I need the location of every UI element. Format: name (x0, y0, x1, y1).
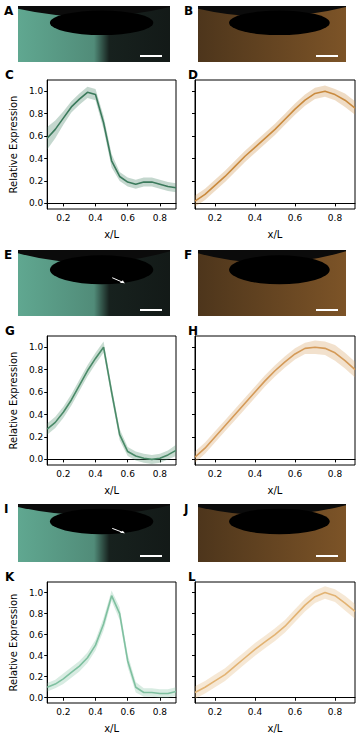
svg-text:0.4: 0.4 (29, 410, 44, 420)
svg-text:0.2: 0.2 (29, 176, 43, 186)
svg-text:0.0: 0.0 (29, 693, 44, 703)
html-text:E: E (4, 248, 13, 262)
svg-text:0.4: 0.4 (248, 469, 263, 479)
svg-text:0.8: 0.8 (153, 213, 168, 223)
svg-text:0.8: 0.8 (328, 707, 343, 717)
html-text:B: B (184, 4, 194, 18)
svg-text:Relative Expression: Relative Expression (8, 594, 19, 692)
svg-text:0.2: 0.2 (208, 707, 222, 717)
svg-text:1.0: 1.0 (29, 342, 44, 352)
svg-text:Relative Expression: Relative Expression (8, 352, 19, 450)
svg-text:0.6: 0.6 (121, 469, 136, 479)
svg-text:K: K (5, 570, 15, 584)
svg-text:Relative Expression: Relative Expression (8, 96, 19, 194)
svg-text:x/L: x/L (104, 723, 119, 734)
svg-text:0.2: 0.2 (29, 432, 43, 442)
svg-text:0.0: 0.0 (29, 198, 44, 208)
svg-text:H: H (188, 324, 198, 338)
svg-text:0.6: 0.6 (29, 131, 44, 141)
svg-text:0.6: 0.6 (288, 469, 303, 479)
svg-text:0.4: 0.4 (248, 213, 263, 223)
svg-text:0.2: 0.2 (56, 469, 70, 479)
html-text:F: F (184, 248, 193, 262)
svg-text:1.0: 1.0 (29, 588, 44, 598)
svg-text:G: G (5, 324, 15, 338)
svg-text:0.6: 0.6 (288, 707, 303, 717)
svg-text:0.4: 0.4 (29, 651, 44, 661)
svg-text:0.8: 0.8 (153, 707, 168, 717)
svg-text:0.2: 0.2 (208, 469, 222, 479)
svg-text:L: L (188, 570, 196, 584)
svg-text:0.8: 0.8 (153, 469, 168, 479)
svg-text:C: C (5, 68, 14, 82)
svg-text:x/L: x/L (268, 723, 283, 734)
svg-text:0.8: 0.8 (328, 213, 343, 223)
svg-text:0.2: 0.2 (208, 213, 222, 223)
svg-text:0.6: 0.6 (121, 213, 136, 223)
html-text:I: I (4, 502, 9, 516)
svg-text:D: D (188, 68, 198, 82)
svg-text:0.8: 0.8 (29, 365, 44, 375)
svg-text:0.0: 0.0 (29, 454, 44, 464)
svg-text:0.4: 0.4 (88, 469, 103, 479)
svg-text:0.4: 0.4 (29, 154, 44, 164)
svg-text:0.4: 0.4 (248, 707, 263, 717)
svg-text:x/L: x/L (104, 485, 119, 496)
svg-text:0.8: 0.8 (29, 109, 44, 119)
svg-text:1.0: 1.0 (29, 86, 44, 96)
svg-text:0.2: 0.2 (56, 707, 70, 717)
svg-text:0.4: 0.4 (88, 707, 103, 717)
svg-text:0.6: 0.6 (121, 707, 136, 717)
svg-text:x/L: x/L (268, 485, 283, 496)
svg-text:0.2: 0.2 (29, 672, 43, 682)
svg-text:0.8: 0.8 (29, 609, 44, 619)
svg-text:0.2: 0.2 (56, 213, 70, 223)
svg-text:0.6: 0.6 (29, 630, 44, 640)
svg-text:0.6: 0.6 (29, 387, 44, 397)
svg-text:0.6: 0.6 (288, 213, 303, 223)
svg-text:x/L: x/L (268, 229, 283, 240)
svg-text:0.8: 0.8 (328, 469, 343, 479)
html-text:J: J (184, 502, 189, 516)
svg-text:0.4: 0.4 (88, 213, 103, 223)
svg-text:x/L: x/L (104, 229, 119, 240)
html-text:A: A (4, 4, 14, 18)
